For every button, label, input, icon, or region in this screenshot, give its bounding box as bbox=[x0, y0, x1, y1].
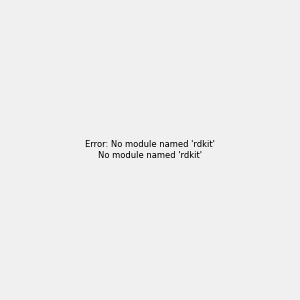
Text: Error: No module named 'rdkit'
No module named 'rdkit': Error: No module named 'rdkit' No module… bbox=[85, 140, 215, 160]
